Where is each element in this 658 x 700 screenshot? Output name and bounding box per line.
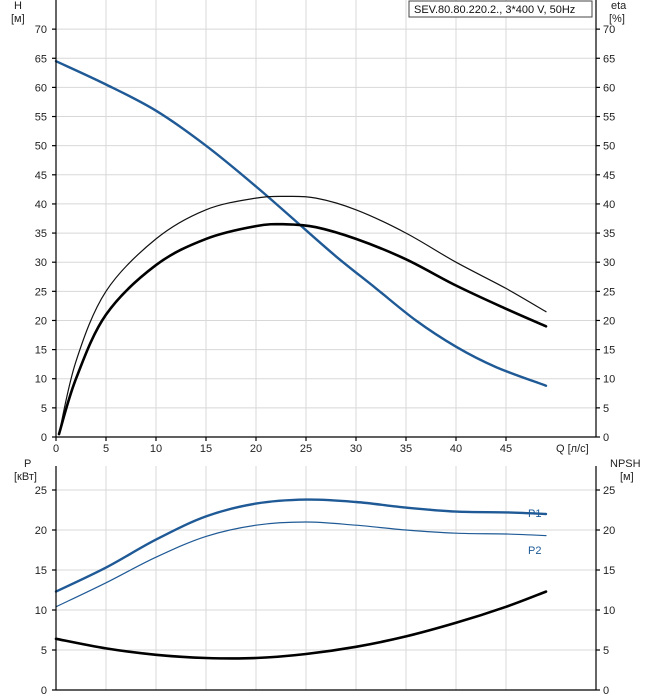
bottom-axes — [52, 466, 600, 691]
top-series-eta-thick — [57, 222, 548, 436]
top-ytick-left-0: 0 — [41, 432, 47, 444]
top-xtick-35: 35 — [400, 443, 412, 455]
bottom-ytick-right-25: 25 — [603, 485, 615, 497]
bottom-ytick-left-20: 20 — [35, 525, 47, 537]
top-xtick-30: 30 — [350, 443, 362, 455]
top-grid — [56, 0, 596, 437]
bottom-ytick-right-5: 5 — [603, 645, 609, 657]
top-xtick-20: 20 — [250, 443, 262, 455]
top-ytick-left-25: 25 — [35, 286, 47, 298]
npsh-axis-label-symbol: NPSH — [610, 458, 641, 470]
top-ytick-right-35: 35 — [603, 228, 615, 240]
top-ytick-left-45: 45 — [35, 170, 47, 182]
top-xtick-10: 10 — [150, 443, 162, 455]
top-ytick-right-65: 65 — [603, 53, 615, 65]
top-ytick-right-20: 20 — [603, 315, 615, 327]
y-left-label-symbol: H — [14, 0, 22, 12]
top-ytick-right-40: 40 — [603, 199, 615, 211]
bottom-ytick-right-10: 10 — [603, 605, 615, 617]
top-ytick-left-20: 20 — [35, 315, 47, 327]
bottom-ytick-left-5: 5 — [41, 645, 47, 657]
bottom-ytick-left-10: 10 — [35, 605, 47, 617]
bottom-tick-labels: 0 0 5 5 10 10 15 15 20 20 25 25 — [35, 485, 616, 697]
bottom-ytick-right-20: 20 — [603, 525, 615, 537]
bottom-series-group — [54, 498, 548, 660]
top-ytick-left-40: 40 — [35, 199, 47, 211]
top-ytick-right-30: 30 — [603, 257, 615, 269]
p-axis-label-unit: [кВт] — [14, 471, 37, 483]
y-right-label-unit: [%] — [609, 13, 625, 25]
top-ytick-right-55: 55 — [603, 112, 615, 124]
top-ytick-right-15: 15 — [603, 345, 615, 357]
top-ytick-left-55: 55 — [35, 112, 47, 124]
power-npsh-panel: 0 0 5 5 10 10 15 15 20 20 25 25 P [кВт] NPSH [м] P1… — [14, 458, 641, 697]
top-ytick-left-70: 70 — [35, 24, 47, 36]
top-xtick-15: 15 — [200, 443, 212, 455]
top-ytick-left-30: 30 — [35, 257, 47, 269]
top-ytick-left-60: 60 — [35, 82, 47, 94]
top-ytick-right-60: 60 — [603, 82, 615, 94]
legend-text: SEV.80.80.220.2., 3*400 V, 50Hz — [414, 4, 575, 16]
top-xtick-25: 25 — [300, 443, 312, 455]
top-ytick-right-0: 0 — [603, 432, 609, 444]
top-ytick-left-65: 65 — [35, 53, 47, 65]
bottom-ytick-left-25: 25 — [35, 485, 47, 497]
y-right-label-symbol: eta — [611, 0, 627, 12]
y-left-label-unit: [м] — [11, 13, 25, 25]
legend: SEV.80.80.220.2., 3*400 V, 50Hz — [408, 0, 593, 18]
series-label-p1: P1 — [528, 508, 541, 520]
npsh-axis-label-unit: [м] — [620, 471, 634, 483]
bottom-grid — [56, 466, 596, 690]
top-series-group — [54, 60, 548, 436]
top-series-h — [54, 60, 548, 387]
top-ytick-left-5: 5 — [41, 403, 47, 415]
series-label-p2: P2 — [528, 545, 541, 557]
bottom-series-npsh — [54, 590, 548, 660]
top-ytick-right-10: 10 — [603, 374, 615, 386]
top-ytick-left-10: 10 — [35, 374, 47, 386]
top-series-eta-thin — [58, 195, 547, 435]
p-axis-label-symbol: P — [24, 458, 31, 470]
bottom-ytick-right-0: 0 — [603, 685, 609, 697]
top-ytick-left-15: 15 — [35, 345, 47, 357]
legend-box — [408, 0, 593, 18]
top-axes — [52, 0, 600, 441]
top-ytick-right-5: 5 — [603, 403, 609, 415]
bottom-series-p1 — [54, 498, 548, 593]
top-xtick-45: 45 — [500, 443, 512, 455]
top-xtick-40: 40 — [450, 443, 462, 455]
top-ytick-left-50: 50 — [35, 141, 47, 153]
top-ytick-right-25: 25 — [603, 286, 615, 298]
bottom-ytick-left-15: 15 — [35, 565, 47, 577]
top-ytick-right-70: 70 — [603, 24, 615, 36]
top-xtick-5: 5 — [103, 443, 109, 455]
top-ytick-left-35: 35 — [35, 228, 47, 240]
top-ytick-right-50: 50 — [603, 141, 615, 153]
x-axis-label: Q [л/с] — [556, 443, 589, 455]
bottom-series-p2 — [55, 521, 547, 608]
top-ytick-right-45: 45 — [603, 170, 615, 182]
top-xtick-0: 0 — [53, 443, 59, 455]
bottom-ytick-right-15: 15 — [603, 565, 615, 577]
bottom-ytick-left-0: 0 — [41, 685, 47, 697]
